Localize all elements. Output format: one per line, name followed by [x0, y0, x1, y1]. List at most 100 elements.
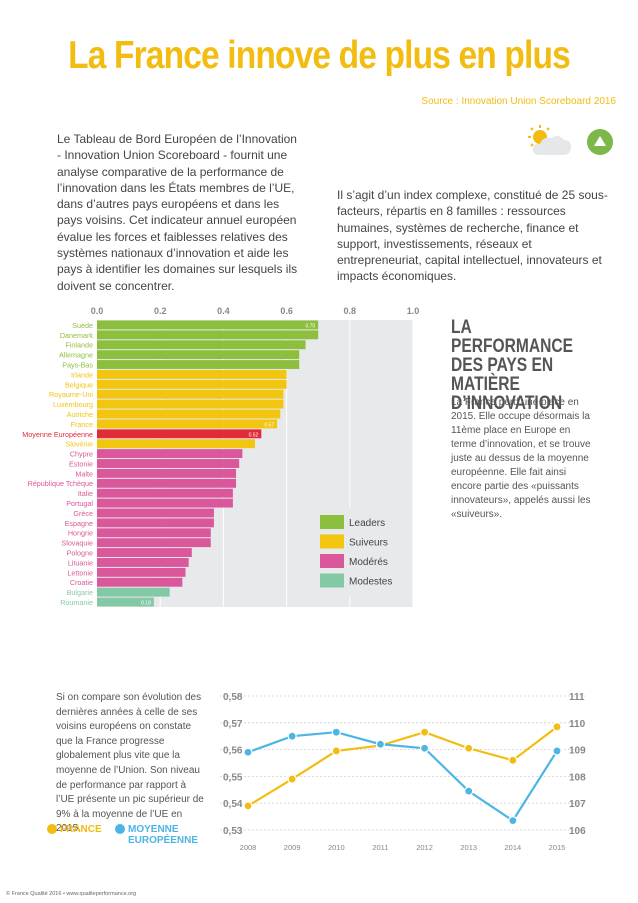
bar-24 — [97, 558, 189, 567]
legend-swatch-moderes — [320, 554, 344, 568]
line-right-tick: 107 — [569, 799, 586, 810]
bar-19 — [97, 508, 214, 518]
legend-label-suiveurs: Suiveurs — [349, 538, 388, 549]
bar-category-label: Grèce — [73, 509, 93, 518]
line-left-tick: 0,54 — [223, 799, 243, 810]
line-left-tick: 0,58 — [223, 692, 243, 703]
line-right-tick: 106 — [569, 826, 586, 837]
bar-12 — [97, 439, 255, 449]
bar-tick-label: 0.8 — [344, 306, 357, 316]
legend-eu-label: MOYENNE EUROPÉENNE — [128, 824, 199, 846]
legend-france-label: FRANCE — [60, 824, 102, 835]
bar-category-label: Lettonie — [67, 568, 93, 577]
bar-category-label: Autriche — [67, 410, 93, 419]
bar-0 — [97, 320, 319, 330]
line-x-tick: 2012 — [416, 843, 433, 852]
bar-13 — [97, 449, 243, 459]
line-x-tick: 2009 — [284, 843, 301, 852]
series-point — [243, 801, 253, 811]
line-x-tick: 2008 — [240, 843, 257, 852]
bar-9 — [97, 409, 281, 419]
bar-category-label: Croatie — [70, 578, 93, 587]
eu-dot-icon — [115, 824, 125, 834]
line-right-tick: 111 — [569, 692, 585, 703]
bar-category-label: Bulgarie — [67, 588, 93, 597]
legend-swatch-modestes — [320, 573, 344, 588]
bar-tick-label: 0.2 — [154, 306, 167, 316]
bar-3 — [97, 350, 300, 360]
bar-category-label: Hongrie — [68, 529, 93, 538]
bar-data-label: 0.52 — [249, 432, 259, 438]
line-left-tick: 0,53 — [223, 826, 243, 837]
bar-category-label: Pays-Bas — [62, 360, 93, 369]
bar-category-label: Irlande — [71, 370, 93, 379]
bar-8 — [97, 399, 284, 409]
bar-14 — [97, 459, 240, 468]
bar-category-label: Malte — [75, 469, 93, 478]
bar-category-label: Moyenne Européenne — [22, 430, 93, 439]
performance-text: La France perd une place en 2015. Elle o… — [451, 397, 591, 520]
legend-label-leaders: Leaders — [349, 518, 385, 529]
series-point — [552, 746, 562, 756]
series-line-0 — [247, 725, 558, 807]
bar-category-label: Suède — [72, 321, 93, 330]
bar-15 — [97, 468, 237, 478]
legend-label-modestes: Modestes — [349, 577, 392, 588]
line-left-tick: 0,57 — [223, 719, 243, 730]
bar-data-label: 0.57 — [264, 422, 274, 428]
bar-category-label: France — [71, 420, 93, 429]
france-dot-icon — [47, 824, 57, 834]
bar-category-label: Chypre — [70, 450, 93, 459]
series-point — [508, 755, 518, 765]
bar-21 — [97, 528, 211, 538]
bar-category-label: Luxembourg — [53, 400, 93, 409]
series-point — [243, 747, 253, 757]
bar-28 — [97, 597, 154, 607]
series-point — [508, 816, 518, 826]
bar-27 — [97, 587, 170, 597]
line-x-tick: 2015 — [549, 843, 566, 852]
comparison-text: Si on compare son évolution des dernière… — [56, 692, 204, 835]
bar-category-label: Slovénie — [65, 440, 93, 449]
line-left-tick: 0,55 — [223, 772, 243, 783]
line-x-tick: 2011 — [372, 843, 388, 852]
legend-france: FRANCE — [47, 824, 102, 835]
bar-26 — [97, 577, 183, 587]
bar-category-label: Danemark — [60, 331, 94, 340]
bar-tick-label: 1.0 — [407, 306, 420, 316]
bar-5 — [97, 369, 287, 379]
line-right-tick: 109 — [569, 746, 586, 757]
line-right-tick: 108 — [569, 772, 586, 783]
legend-swatch-leaders — [320, 515, 344, 529]
bar-category-label: Lituanie — [68, 558, 93, 567]
bar-data-label: 0.70 — [305, 323, 315, 329]
bar-category-label: Italie — [78, 489, 93, 498]
series-point — [375, 739, 386, 749]
bar-17 — [97, 488, 233, 498]
bar-tick-label: 0.6 — [280, 306, 293, 316]
series-point — [419, 727, 430, 737]
bar-category-label: Estonie — [69, 459, 93, 468]
series-point — [419, 743, 430, 753]
bar-25 — [97, 567, 186, 577]
bar-category-label: République Tchèque — [28, 479, 93, 488]
bar-16 — [97, 478, 237, 488]
series-line-1 — [247, 731, 558, 823]
bar-11 — [97, 429, 262, 439]
bar-2 — [97, 340, 306, 350]
sun-cloud-icon — [528, 125, 571, 155]
legend-swatch-suiveurs — [320, 534, 344, 549]
bar-category-label: Belgique — [65, 380, 93, 389]
bar-category-label: Finlande — [65, 341, 93, 350]
source-note: Source : Innovation Union Scoreboard 201… — [421, 96, 616, 107]
bar-category-label: Roumanie — [60, 598, 93, 607]
bar-tick-label: 0.4 — [217, 306, 230, 316]
up-arrow-icon — [587, 129, 613, 155]
series-point — [287, 731, 297, 741]
bar-4 — [97, 360, 300, 369]
bar-20 — [97, 518, 214, 528]
bar-category-label: Pologne — [67, 549, 93, 558]
line-x-tick: 2010 — [328, 843, 345, 852]
